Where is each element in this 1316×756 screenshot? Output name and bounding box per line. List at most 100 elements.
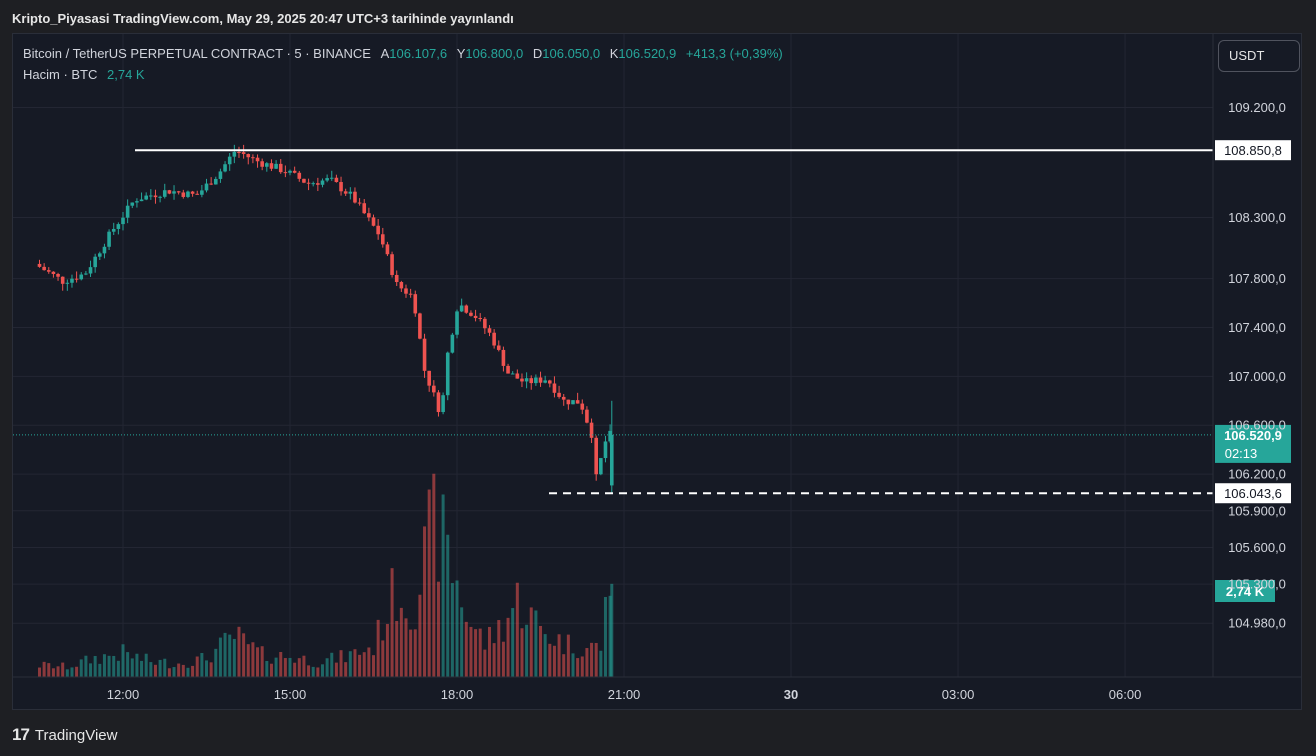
candle-body: [302, 178, 306, 183]
high-value: 106.800,0: [465, 46, 524, 61]
volume-bar: [163, 658, 167, 677]
volume-bar: [409, 629, 413, 677]
footer-brand[interactable]: 17 TradingView: [12, 724, 117, 746]
candle-body: [241, 152, 246, 155]
volume-bar: [520, 628, 524, 677]
volume-bars: [37, 473, 614, 677]
open-label: A: [380, 46, 390, 61]
candle-body: [329, 177, 334, 179]
candle-body: [269, 163, 274, 169]
candle-body: [575, 400, 580, 404]
price-chart[interactable]: 108.850,8 106.043,6 106.520,9 02:13 2,74 K 1…: [13, 34, 1301, 709]
volume-bar: [580, 656, 584, 677]
last-candle-body: [609, 434, 614, 486]
candle-body: [172, 191, 176, 194]
candle-body: [524, 378, 529, 382]
volume-bar: [372, 655, 376, 677]
volume-bar: [191, 665, 195, 677]
candle-body: [195, 193, 200, 195]
candle-body: [74, 278, 79, 280]
volume-bar: [195, 656, 199, 677]
volume-bar: [107, 655, 111, 677]
volume-bar: [385, 623, 389, 677]
volume-bar: [200, 653, 204, 677]
countdown-label: 02:13: [1225, 446, 1258, 461]
candle-body: [436, 392, 441, 413]
candle-body: [209, 183, 213, 185]
volume-bar: [177, 663, 181, 677]
volume-bar: [79, 659, 83, 677]
symbol-title[interactable]: Bitcoin / TetherUS PERPETUAL CONTRACT · …: [23, 46, 371, 61]
volume-bar: [413, 629, 417, 677]
candle-body: [357, 202, 362, 204]
volume-bar: [576, 658, 580, 677]
volume-bar: [186, 667, 190, 677]
volume-bar: [399, 607, 403, 677]
price-tick-label: 108.300,0: [1228, 210, 1286, 225]
volume-bar: [511, 608, 515, 677]
open-value: 106.107,6: [389, 46, 448, 61]
candle-body: [121, 217, 125, 225]
volume-bar: [543, 634, 547, 677]
volume-bar: [121, 644, 125, 677]
candle-body: [60, 276, 65, 284]
candle-body: [594, 437, 598, 475]
volume-bar: [158, 659, 162, 677]
candle-body: [218, 171, 223, 179]
volume-bar: [307, 665, 311, 677]
volume-bar: [65, 669, 69, 677]
volume-bar: [376, 619, 380, 677]
volume-bar: [209, 662, 213, 677]
currency-button[interactable]: USDT: [1218, 40, 1300, 72]
candle-body: [167, 190, 172, 194]
volume-bar: [590, 642, 594, 677]
volume-bar: [256, 647, 260, 677]
candle-body: [506, 365, 510, 374]
volume-bar: [56, 666, 60, 677]
candle-body: [589, 422, 594, 438]
candle-body: [306, 182, 311, 184]
candle-body: [548, 380, 552, 384]
candle-body: [464, 305, 469, 313]
volume-bar: [223, 632, 227, 677]
price-tick-label: 105.600,0: [1228, 540, 1286, 555]
candle-body: [130, 202, 135, 206]
volume-bar: [70, 667, 74, 677]
brand-name: TradingView: [34, 726, 118, 744]
volume-label[interactable]: Hacim · BTC: [23, 67, 98, 82]
price-tick-label: 107.400,0: [1228, 320, 1286, 335]
volume-bar: [539, 625, 543, 677]
price-tick-label: 109.200,0: [1228, 100, 1286, 115]
candle-body: [376, 225, 380, 235]
price-tick-label: 106.200,0: [1228, 467, 1286, 482]
candle-body: [603, 441, 608, 459]
volume-bar: [167, 668, 171, 677]
candle-body: [325, 178, 329, 181]
price-tick-label: 104.980,0: [1228, 616, 1286, 631]
volume-bar: [594, 642, 598, 677]
volume-bar: [320, 664, 324, 677]
volume-bar: [37, 667, 41, 677]
candle-body: [418, 313, 422, 339]
time-tick-label: 06:00: [1109, 687, 1142, 702]
volume-bar: [93, 656, 97, 677]
volume-bar: [395, 620, 399, 677]
volume-bar: [102, 654, 106, 677]
volume-bar: [265, 660, 269, 677]
candle-body: [445, 352, 450, 396]
chart-panel[interactable]: 108.850,8 106.043,6 106.520,9 02:13 2,74 K 1…: [12, 33, 1302, 710]
volume-bar: [348, 651, 352, 677]
volume-bar: [246, 644, 250, 677]
volume-bar: [144, 653, 148, 677]
volume-bar: [116, 660, 120, 677]
candle-body: [529, 378, 534, 384]
candle-body: [135, 201, 139, 203]
volume-bar: [112, 655, 116, 677]
volume-bar: [562, 654, 566, 677]
volume-bar: [603, 597, 607, 677]
volume-bar: [330, 652, 334, 677]
volume-bar: [566, 634, 570, 677]
volume-bar: [358, 654, 362, 677]
volume-bar: [51, 668, 55, 677]
volume-bar: [242, 633, 246, 677]
